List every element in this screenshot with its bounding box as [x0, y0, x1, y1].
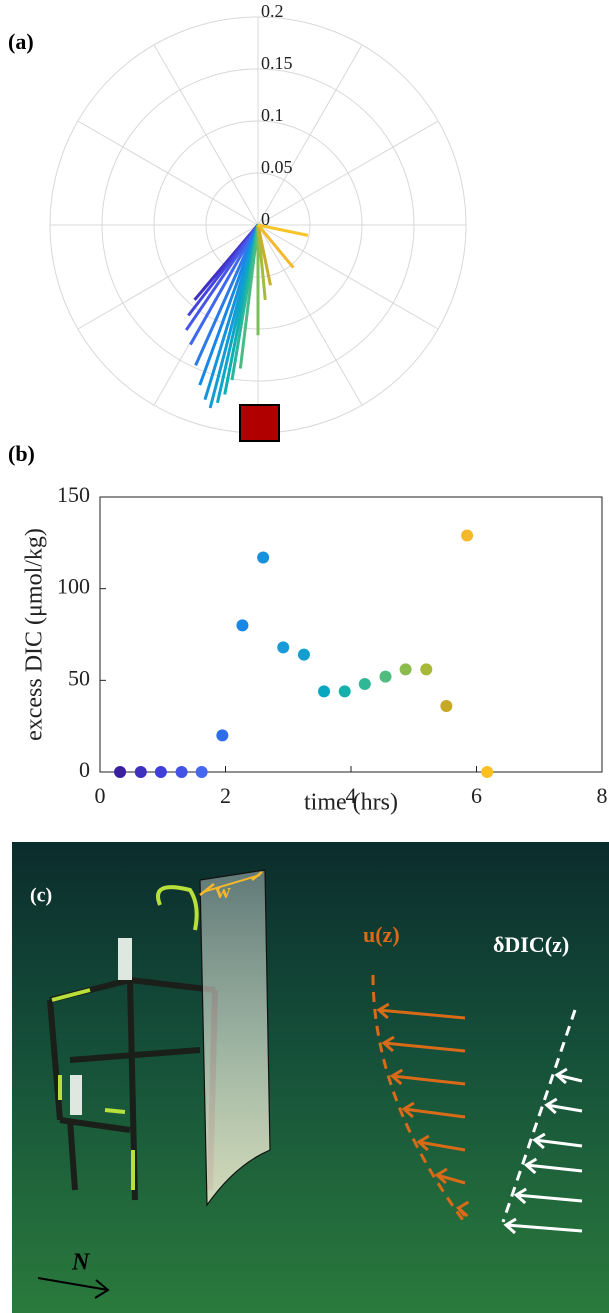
- data-point: [195, 766, 208, 778]
- data-point: [338, 685, 351, 698]
- velocity-arrow: [416, 1134, 466, 1152]
- panel-label: (c): [30, 885, 52, 907]
- velocity-arrow: [381, 1035, 466, 1053]
- y-tick-label: 0: [79, 757, 90, 782]
- data-point: [358, 678, 371, 690]
- dic-arrow: [503, 1217, 583, 1235]
- lander-highlights: [51, 885, 199, 1190]
- data-point: [216, 729, 229, 742]
- vector: [238, 224, 260, 369]
- velocity-label: u(z): [363, 922, 400, 947]
- sensor-marker: [239, 404, 280, 442]
- y-tick-label: 50: [68, 665, 90, 690]
- data-point: [399, 663, 412, 676]
- photo-illustration: (c) w u(z) δDIC(z) N: [12, 842, 609, 1313]
- velocity-arrow: [401, 1101, 466, 1119]
- r-tick-label: 0.05: [261, 157, 293, 177]
- y-tick-label: 150: [57, 482, 90, 507]
- x-axis-label: time (hrs): [304, 790, 398, 816]
- data-point: [277, 641, 290, 654]
- north-label: N: [71, 1250, 91, 1276]
- x-tick-label: 8: [597, 783, 608, 808]
- dic-arrow: [544, 1097, 583, 1115]
- data-point: [420, 663, 433, 676]
- vector: [256, 224, 272, 286]
- velocity-arrow: [389, 1068, 466, 1086]
- dic-arrow: [513, 1187, 583, 1205]
- y-tick-label: 100: [57, 574, 90, 599]
- grid-spoke: [257, 44, 363, 226]
- data-point: [379, 670, 392, 683]
- x-tick-label: 4: [346, 783, 357, 808]
- data-point: [114, 766, 127, 778]
- data-point: [154, 766, 167, 778]
- grid-spoke: [153, 44, 259, 226]
- seafloor-background: [12, 842, 609, 1313]
- north-arrow: [37, 1277, 110, 1299]
- panel-label: (b): [8, 441, 35, 466]
- grid-spoke: [257, 120, 439, 226]
- grid-spoke: [257, 224, 439, 330]
- grid-spoke: [257, 224, 363, 406]
- sampling-plane: [199, 869, 271, 1207]
- lander-cylinder: [70, 1075, 82, 1115]
- vector: [257, 223, 309, 237]
- dic-arrow: [554, 1067, 583, 1085]
- width-arrow: [202, 874, 261, 893]
- velocity-profile: [371, 974, 465, 1221]
- lander-cylinder: [118, 938, 132, 980]
- velocity-arrow: [455, 1200, 470, 1218]
- x-tick-label: 0: [95, 783, 106, 808]
- vector: [194, 224, 260, 367]
- vector: [189, 224, 260, 346]
- data-point: [481, 766, 494, 778]
- data-point: [440, 700, 453, 712]
- width-label: w: [215, 878, 231, 903]
- r-tick-label: 0.15: [261, 53, 293, 73]
- grid-spoke: [77, 120, 259, 226]
- grid-spoke: [77, 224, 259, 330]
- dic-profile: [501, 1009, 577, 1223]
- data-point: [318, 685, 331, 698]
- velocity-arrow: [376, 1002, 466, 1020]
- vector: [185, 224, 260, 331]
- data-point: [461, 529, 474, 542]
- velocity-arrow: [434, 1167, 466, 1185]
- r-tick-label: 0.2: [261, 1, 284, 21]
- x-tick-label: 2: [220, 783, 231, 808]
- dic-label: δDIC(z): [493, 932, 569, 957]
- r-tick-label: 0: [261, 209, 270, 229]
- r-tick-label: 0.1: [261, 105, 284, 125]
- vector: [256, 224, 295, 269]
- data-point: [297, 648, 310, 661]
- data-point: [257, 551, 270, 564]
- vector: [198, 224, 260, 386]
- y-axis-label: excess DIC (μmol/kg): [22, 528, 48, 741]
- axes-box: [99, 496, 603, 773]
- dic-arrow: [523, 1157, 583, 1175]
- data-point: [175, 766, 188, 778]
- data-point: [134, 766, 147, 778]
- data-point: [236, 619, 249, 632]
- panel-label: (a): [8, 29, 34, 54]
- dic-arrow: [532, 1132, 583, 1150]
- x-tick-label: 6: [471, 783, 482, 808]
